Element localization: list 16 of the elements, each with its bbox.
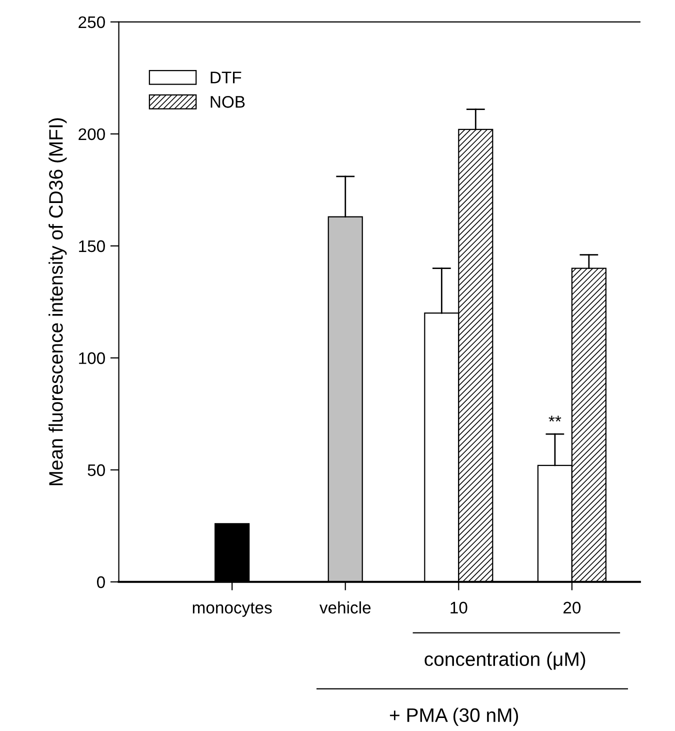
y-tick-label: 0 — [96, 576, 105, 588]
legend-label: NOB — [210, 96, 245, 108]
text: + PMA (30 nM) — [390, 708, 518, 726]
annotation: ** — [548, 416, 562, 422]
x-tick-label: monocytes — [192, 602, 272, 617]
y-axis-title: Mean fluorescence intensity of CD36 (MFI) — [48, 118, 67, 486]
y-tick-label: 250 — [78, 16, 105, 28]
x-tick-label: 20 — [564, 602, 581, 614]
y-tick-label: 50 — [88, 464, 105, 476]
y-tick-label: 150 — [79, 240, 105, 252]
x-tick-label: vehicle — [319, 601, 371, 614]
text: concentration (μM) — [424, 652, 586, 670]
y-tick-label: 100 — [79, 352, 105, 364]
legend-label: DTF — [210, 72, 242, 84]
y-tick-label: 200 — [78, 128, 105, 140]
x-tick-label: 10 — [450, 602, 468, 614]
